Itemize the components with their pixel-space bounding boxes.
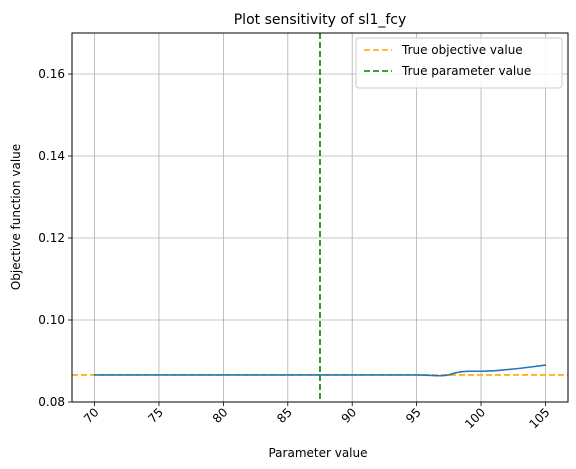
legend-label: True objective value bbox=[401, 43, 523, 57]
y-tick-label: 0.12 bbox=[38, 231, 65, 245]
y-axis-ticks: 0.08 0.10 0.12 0.14 0.16 bbox=[38, 67, 72, 409]
x-tick-label: 70 bbox=[81, 405, 102, 426]
x-tick-label: 95 bbox=[403, 405, 424, 426]
y-tick-label: 0.10 bbox=[38, 313, 65, 327]
legend-label: True parameter value bbox=[401, 64, 531, 78]
chart-title: Plot sensitivity of sl1_fcy bbox=[234, 12, 407, 28]
y-tick-label: 0.08 bbox=[38, 395, 65, 409]
x-tick-label: 90 bbox=[339, 405, 360, 426]
x-tick-label: 75 bbox=[145, 405, 166, 426]
x-tick-label: 100 bbox=[462, 405, 488, 431]
x-axis-ticks: 70 75 80 85 90 95 100 105 bbox=[81, 402, 553, 431]
x-tick-label: 85 bbox=[274, 405, 295, 426]
y-tick-label: 0.16 bbox=[38, 67, 65, 81]
y-tick-label: 0.14 bbox=[38, 149, 65, 163]
y-axis-label: Objective function value bbox=[9, 144, 23, 290]
legend: True objective value True parameter value bbox=[356, 38, 562, 88]
x-tick-label: 105 bbox=[526, 405, 552, 431]
x-tick-label: 80 bbox=[210, 405, 231, 426]
x-axis-label: Parameter value bbox=[268, 446, 367, 460]
